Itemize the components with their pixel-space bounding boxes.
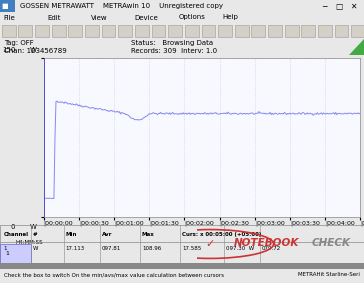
- Text: Channel: Channel: [4, 232, 29, 237]
- Text: Curs: x 00:05:00 (+05:00): Curs: x 00:05:00 (+05:00): [182, 232, 261, 237]
- Text: #: #: [33, 232, 37, 237]
- Text: ✕: ✕: [350, 1, 356, 10]
- FancyBboxPatch shape: [68, 25, 82, 37]
- Text: Min: Min: [66, 232, 77, 237]
- FancyBboxPatch shape: [19, 25, 32, 37]
- Text: H4:MM:SS: H4:MM:SS: [15, 240, 43, 245]
- Text: W: W: [29, 47, 36, 53]
- Text: Tag: OFF: Tag: OFF: [4, 40, 33, 46]
- Text: ─: ─: [322, 1, 326, 10]
- Text: Avr: Avr: [102, 232, 112, 237]
- Text: GOSSEN METRAWATT    METRAwin 10    Unregistered copy: GOSSEN METRAWATT METRAwin 10 Unregistere…: [20, 3, 223, 9]
- FancyBboxPatch shape: [85, 25, 99, 37]
- FancyBboxPatch shape: [52, 25, 66, 37]
- Text: W: W: [33, 246, 38, 251]
- Text: 0: 0: [11, 224, 15, 230]
- Text: 17.585: 17.585: [182, 246, 201, 251]
- Text: 150: 150: [2, 47, 15, 53]
- FancyBboxPatch shape: [202, 25, 215, 37]
- FancyBboxPatch shape: [35, 25, 49, 37]
- Bar: [0, 0, 15, 12]
- Text: W: W: [29, 224, 36, 230]
- FancyBboxPatch shape: [235, 25, 249, 37]
- FancyBboxPatch shape: [268, 25, 282, 37]
- FancyBboxPatch shape: [218, 25, 232, 37]
- Text: Options: Options: [178, 14, 205, 20]
- FancyBboxPatch shape: [252, 25, 265, 37]
- FancyBboxPatch shape: [168, 25, 182, 37]
- Text: File: File: [4, 14, 15, 20]
- Text: Chan: 123456789: Chan: 123456789: [4, 48, 66, 54]
- Text: 079.72: 079.72: [262, 246, 281, 251]
- FancyBboxPatch shape: [2, 25, 16, 37]
- Text: METRAHit Starline-Seri: METRAHit Starline-Seri: [298, 273, 360, 278]
- Polygon shape: [349, 39, 364, 55]
- FancyBboxPatch shape: [185, 25, 199, 37]
- Text: 097.81: 097.81: [102, 246, 121, 251]
- Text: NOTEBOOK: NOTEBOOK: [233, 238, 299, 248]
- FancyBboxPatch shape: [318, 25, 332, 37]
- Text: CHECK: CHECK: [312, 238, 351, 248]
- Text: Edit: Edit: [47, 14, 61, 20]
- Bar: [0, 244, 31, 263]
- Text: 1: 1: [5, 251, 9, 256]
- Text: 097.30  W: 097.30 W: [226, 246, 254, 251]
- FancyBboxPatch shape: [118, 25, 132, 37]
- FancyBboxPatch shape: [351, 25, 364, 37]
- Bar: [0, 263, 364, 269]
- Text: 17.113: 17.113: [66, 246, 85, 251]
- FancyBboxPatch shape: [151, 25, 165, 37]
- Text: Status:   Browsing Data: Status: Browsing Data: [131, 40, 213, 46]
- FancyBboxPatch shape: [301, 25, 315, 37]
- FancyBboxPatch shape: [135, 25, 149, 37]
- FancyBboxPatch shape: [102, 25, 115, 37]
- Text: Device: Device: [135, 14, 158, 20]
- Text: ■: ■: [2, 3, 8, 9]
- Text: □: □: [335, 1, 342, 10]
- Text: Help: Help: [222, 14, 238, 20]
- Text: ✓: ✓: [205, 239, 215, 249]
- Text: 1: 1: [4, 246, 7, 251]
- FancyBboxPatch shape: [285, 25, 298, 37]
- FancyBboxPatch shape: [335, 25, 348, 37]
- Text: Records: 309  Interv: 1.0: Records: 309 Interv: 1.0: [131, 48, 217, 54]
- Text: Check the box to switch On the min/avs/max value calculation between cursors: Check the box to switch On the min/avs/m…: [4, 273, 223, 278]
- Text: View: View: [91, 14, 108, 20]
- Text: 108.96: 108.96: [142, 246, 161, 251]
- Text: Max: Max: [142, 232, 155, 237]
